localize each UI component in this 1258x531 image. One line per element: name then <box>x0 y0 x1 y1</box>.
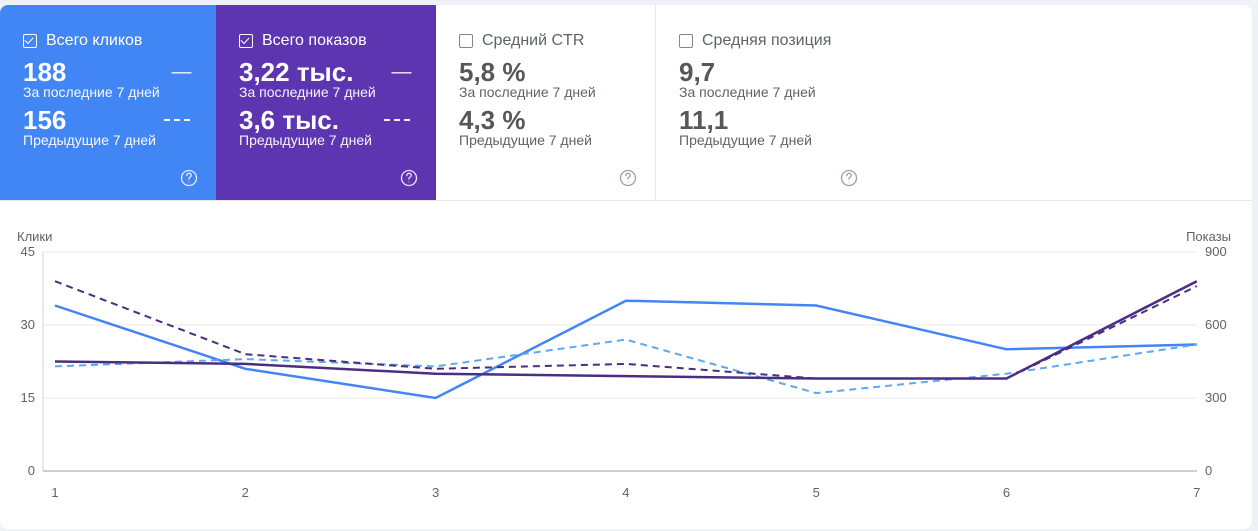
svg-text:45: 45 <box>21 244 35 259</box>
svg-text:600: 600 <box>1205 317 1227 332</box>
svg-text:900: 900 <box>1205 244 1227 259</box>
svg-text:7: 7 <box>1193 485 1200 500</box>
svg-text:300: 300 <box>1205 390 1227 405</box>
svg-text:30: 30 <box>21 317 35 332</box>
svg-text:4: 4 <box>622 485 629 500</box>
svg-text:2: 2 <box>242 485 249 500</box>
svg-text:3: 3 <box>432 485 439 500</box>
svg-text:1: 1 <box>51 485 58 500</box>
svg-text:5: 5 <box>813 485 820 500</box>
svg-text:15: 15 <box>21 390 35 405</box>
svg-text:6: 6 <box>1003 485 1010 500</box>
svg-text:0: 0 <box>28 463 35 478</box>
svg-text:0: 0 <box>1205 463 1212 478</box>
